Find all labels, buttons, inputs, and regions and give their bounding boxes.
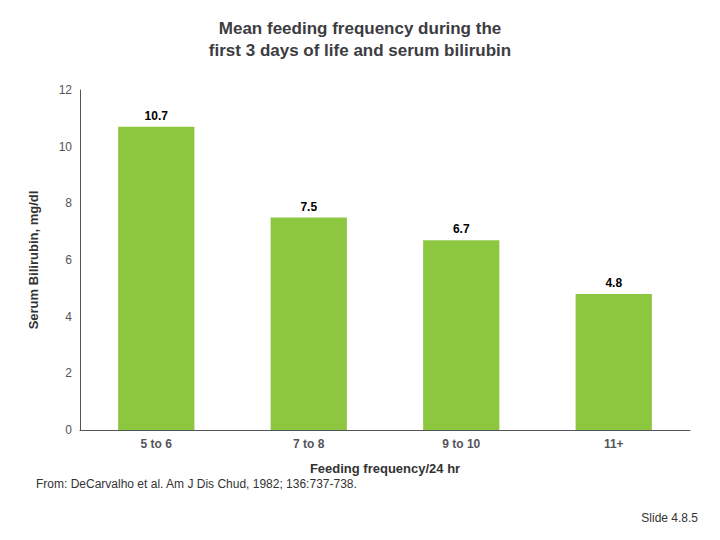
svg-text:11+: 11+ — [604, 437, 624, 451]
svg-text:10: 10 — [59, 140, 73, 154]
svg-text:5 to 6: 5 to 6 — [141, 437, 173, 451]
svg-text:4: 4 — [65, 310, 72, 324]
svg-text:7 to 8: 7 to 8 — [293, 437, 325, 451]
svg-text:10.7: 10.7 — [145, 109, 169, 123]
svg-text:Mean feeding frequency during: Mean feeding frequency during the — [219, 19, 501, 38]
svg-text:2: 2 — [65, 366, 72, 380]
svg-text:4.8: 4.8 — [605, 276, 622, 290]
svg-text:12: 12 — [59, 83, 73, 97]
svg-text:6: 6 — [65, 253, 72, 267]
svg-text:Serum Bilirubin, mg/dl: Serum Bilirubin, mg/dl — [26, 191, 41, 330]
svg-text:Slide 4.8.5: Slide 4.8.5 — [641, 511, 698, 525]
svg-text:6.7: 6.7 — [453, 222, 470, 236]
svg-text:From: DeCarvalho et al. Am J D: From: DeCarvalho et al. Am J Dis Chud, 1… — [36, 477, 357, 491]
svg-text:Feeding frequency/24 hr: Feeding frequency/24 hr — [310, 461, 460, 476]
svg-text:7.5: 7.5 — [300, 200, 317, 214]
svg-text:first 3 days of life and serum: first 3 days of life and serum bilirubin — [209, 41, 511, 60]
svg-text:0: 0 — [65, 423, 72, 437]
svg-text:8: 8 — [65, 196, 72, 210]
svg-text:9 to 10: 9 to 10 — [442, 437, 480, 451]
